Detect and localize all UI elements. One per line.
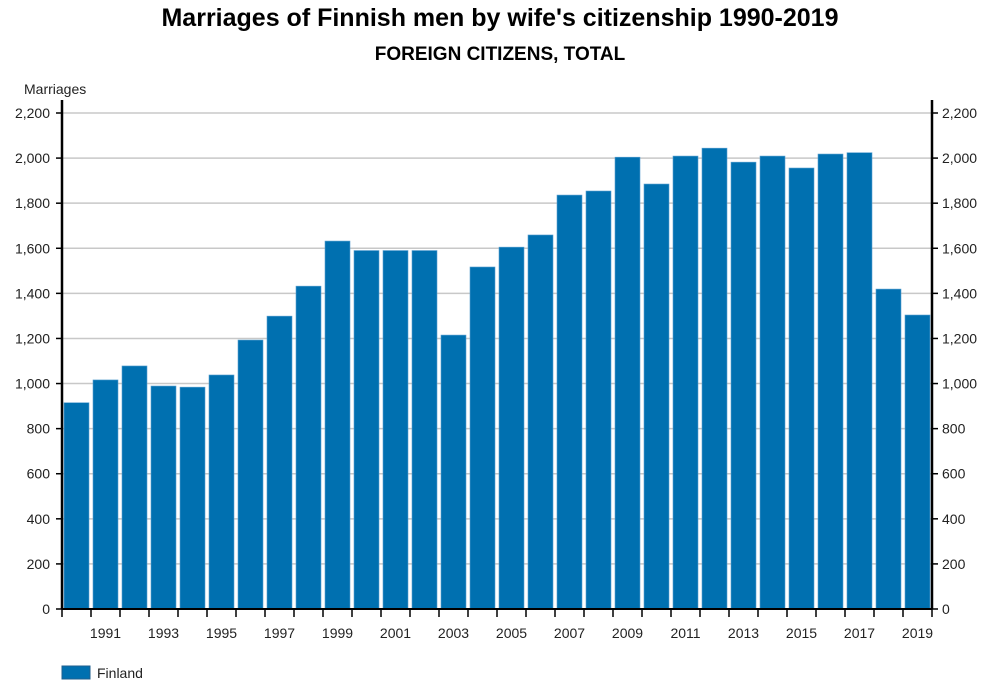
y-tick-label-left: 1,600 bbox=[15, 240, 50, 256]
bar-2003 bbox=[440, 334, 467, 610]
bar-2009 bbox=[614, 156, 641, 610]
bar-2015 bbox=[788, 167, 815, 610]
y-tick-label-right: 200 bbox=[942, 556, 966, 572]
bar-1992 bbox=[121, 365, 148, 610]
y-tick-label-right: 1,600 bbox=[942, 240, 977, 256]
y-tick-label-right: 400 bbox=[942, 511, 966, 527]
x-tick-label: 2009 bbox=[612, 625, 643, 641]
x-tick-label: 1993 bbox=[148, 625, 179, 641]
x-tick-label: 2019 bbox=[902, 625, 933, 641]
y-tick-label-left: 1,400 bbox=[15, 285, 50, 301]
chart-title: Marriages of Finnish men by wife's citiz… bbox=[161, 4, 839, 32]
bar-1999 bbox=[324, 240, 351, 610]
bar-2014 bbox=[759, 155, 786, 610]
y-tick-label-right: 600 bbox=[942, 466, 966, 482]
bar-1996 bbox=[237, 339, 264, 610]
y-tick-label-right: 2,000 bbox=[942, 150, 977, 166]
y-tick-label-right: 1,400 bbox=[942, 285, 977, 301]
bar-1993 bbox=[150, 385, 177, 610]
y-tick-label-left: 200 bbox=[27, 556, 51, 572]
y-tick-label-right: 1,200 bbox=[942, 330, 977, 346]
bar-1994 bbox=[179, 386, 206, 610]
bar-2018 bbox=[875, 288, 902, 610]
x-tick-label: 1999 bbox=[322, 625, 353, 641]
y-tick-label-left: 600 bbox=[27, 466, 51, 482]
x-tick-label: 1997 bbox=[264, 625, 295, 641]
x-tick-label: 2015 bbox=[786, 625, 817, 641]
y-tick-label-left: 800 bbox=[27, 421, 51, 437]
bar-2019 bbox=[904, 314, 931, 610]
x-tick-label: 2007 bbox=[554, 625, 585, 641]
legend-label[interactable]: Finland bbox=[97, 665, 143, 681]
x-tick-label: 2003 bbox=[438, 625, 469, 641]
y-axis-label: Marriages bbox=[24, 81, 86, 97]
bar-2010 bbox=[643, 183, 670, 610]
x-tick-label: 2011 bbox=[670, 625, 700, 641]
legend-swatch bbox=[61, 665, 91, 680]
bar-2005 bbox=[498, 246, 525, 610]
x-tick-label: 2001 bbox=[380, 625, 411, 641]
y-tick-label-left: 0 bbox=[42, 601, 50, 617]
x-tick-label: 2013 bbox=[728, 625, 759, 641]
bar-2006 bbox=[527, 234, 554, 610]
y-tick-label-left: 1,200 bbox=[15, 330, 50, 346]
x-tick-label: 1995 bbox=[206, 625, 237, 641]
y-tick-label-right: 1,800 bbox=[942, 195, 977, 211]
y-tick-label-right: 2,200 bbox=[942, 105, 977, 121]
y-tick-label-right: 0 bbox=[942, 601, 950, 617]
y-tick-label-left: 2,200 bbox=[15, 105, 50, 121]
bar-2004 bbox=[469, 266, 496, 610]
bar-2013 bbox=[730, 161, 757, 610]
bar-2011 bbox=[672, 155, 699, 610]
bar-2007 bbox=[556, 194, 583, 610]
bar-2002 bbox=[411, 250, 438, 610]
bar-1998 bbox=[295, 285, 322, 610]
bar-1995 bbox=[208, 374, 235, 610]
x-tick-label: 1991 bbox=[90, 625, 121, 641]
bar-1997 bbox=[266, 315, 293, 610]
x-tick-label: 2005 bbox=[496, 625, 527, 641]
y-tick-label-right: 800 bbox=[942, 421, 966, 437]
bar-2017 bbox=[846, 152, 873, 610]
bar-2001 bbox=[382, 250, 409, 610]
y-tick-label-left: 400 bbox=[27, 511, 51, 527]
bar-2000 bbox=[353, 250, 380, 610]
bar-1990 bbox=[63, 402, 90, 610]
bar-2008 bbox=[585, 190, 612, 610]
y-tick-label-right: 1,000 bbox=[942, 376, 977, 392]
chart-subtitle: FOREIGN CITIZENS, TOTAL bbox=[374, 44, 626, 65]
y-tick-label-left: 2,000 bbox=[15, 150, 50, 166]
y-tick-label-left: 1,800 bbox=[15, 195, 50, 211]
bar-2016 bbox=[817, 153, 844, 610]
y-tick-label-left: 1,000 bbox=[15, 376, 50, 392]
x-tick-label: 2017 bbox=[844, 625, 875, 641]
bar-1991 bbox=[92, 379, 119, 610]
bar-2012 bbox=[701, 147, 728, 610]
